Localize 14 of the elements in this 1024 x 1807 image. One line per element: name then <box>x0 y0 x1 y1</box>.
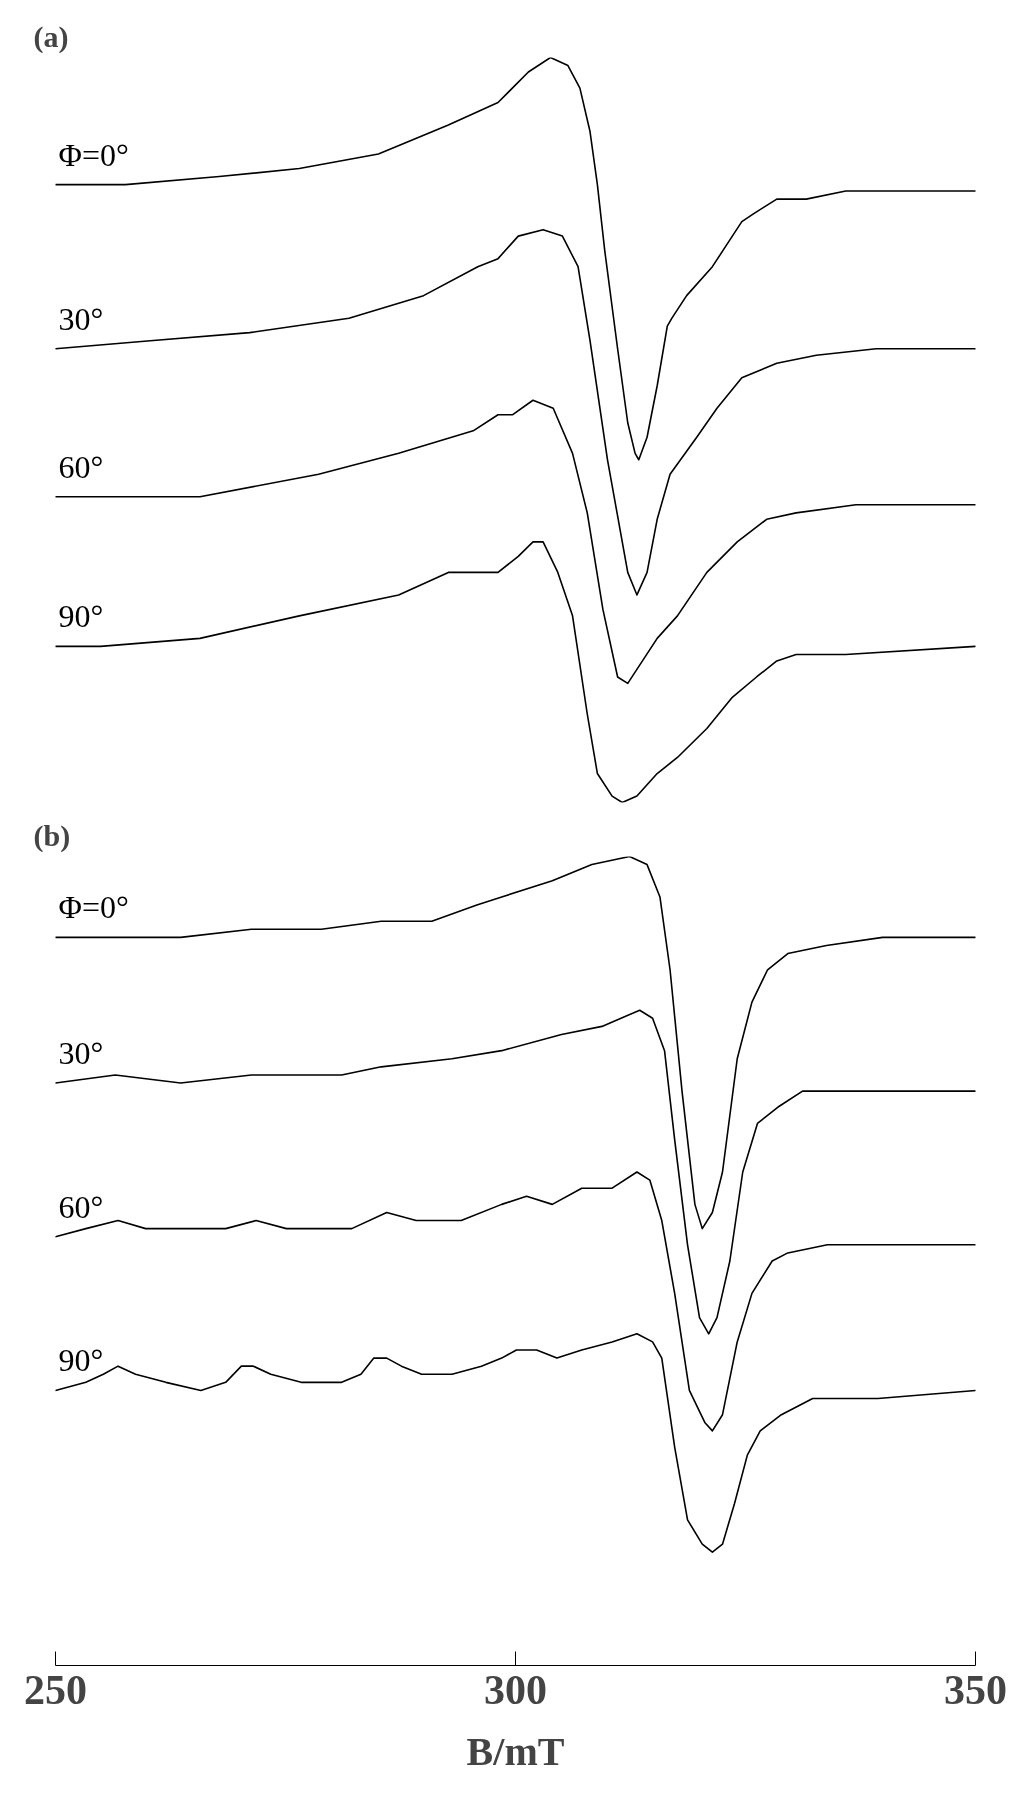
series-label: Φ=0° <box>58 889 129 926</box>
series-label: 30° <box>58 1035 104 1072</box>
series-label: 90° <box>58 598 104 635</box>
chart-title: (a) <box>33 19 69 54</box>
x-tick-label: 350 <box>944 1666 1007 1713</box>
series-label: 30° <box>58 300 104 337</box>
series-label: 60° <box>58 1188 104 1225</box>
x-tick-label: 300 <box>484 1666 547 1713</box>
series-label: Φ=0° <box>58 136 129 173</box>
x-axis-title: B/mT <box>466 1728 565 1774</box>
series-label: 90° <box>58 1342 104 1379</box>
series-label: 60° <box>58 448 104 485</box>
x-tick-label: 250 <box>24 1666 87 1713</box>
chart-title: (b) <box>33 818 71 853</box>
